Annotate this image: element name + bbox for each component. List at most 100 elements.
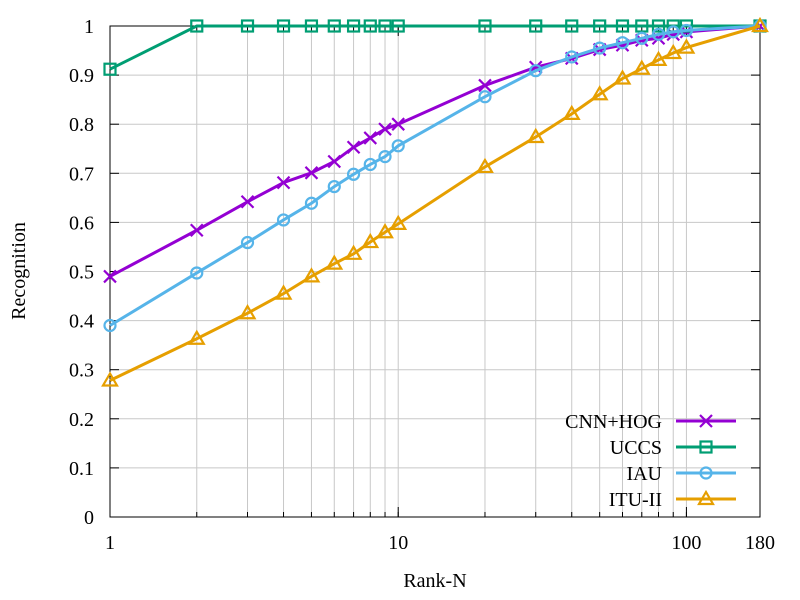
data-point-x-marker <box>391 117 405 131</box>
data-point-triangle-marker <box>361 232 380 249</box>
data-point-x-marker <box>304 166 319 180</box>
data-point-square-marker <box>363 19 377 33</box>
data-point-x-marker <box>363 131 378 145</box>
data-point-circle-marker <box>240 235 255 250</box>
legend-label: UCCS <box>610 437 662 459</box>
data-point-x-marker <box>276 175 291 190</box>
x-tick-label: 1 <box>105 532 115 554</box>
data-point-triangle-marker <box>274 284 293 300</box>
data-point-square-marker <box>378 19 392 33</box>
series-uccs <box>103 19 767 76</box>
data-point-triangle-marker <box>526 127 545 144</box>
data-point-square-marker <box>651 19 666 33</box>
data-point-circle-marker <box>346 167 361 181</box>
data-point-circle-marker <box>478 90 492 104</box>
legend: CNN+HOG UCCS IAU ITU-II <box>565 411 736 511</box>
data-point-triangle-marker <box>664 43 683 60</box>
data-point-circle-marker <box>565 50 579 64</box>
data-point-triangle-marker <box>238 304 257 320</box>
data-point-x-marker <box>327 154 342 169</box>
data-point-square-marker <box>565 19 579 33</box>
data-point-x-marker <box>240 195 255 209</box>
data-point-x-marker <box>378 122 392 136</box>
data-point-triangle-marker <box>677 38 696 54</box>
legend-item-cnn-hog: CNN+HOG <box>565 411 736 433</box>
data-point-x-marker <box>346 140 361 155</box>
series-itu-ii <box>101 16 769 387</box>
data-point-circle-marker <box>615 36 630 50</box>
y-tick-label: 0.8 <box>69 114 94 136</box>
data-point-x-marker <box>478 78 492 93</box>
series-line-iau <box>109 24 761 327</box>
data-point-square-marker <box>593 19 607 33</box>
axis-ticks: 0 0.1 0.2 0.3 0.4 0.5 0.6 0.7 0.8 0.9 1 1 10 100 180 <box>69 16 775 554</box>
data-point-triangle-marker <box>590 85 609 101</box>
data-point-square-marker <box>346 19 361 33</box>
data-point-triangle-marker <box>302 267 321 283</box>
data-point-square-marker <box>699 440 713 454</box>
x-tick-label: 100 <box>671 532 701 554</box>
data-point-circle-marker <box>103 318 117 333</box>
data-point-circle-marker <box>363 157 377 172</box>
y-tick-label: 0.4 <box>69 311 94 333</box>
data-point-triangle-marker <box>751 16 769 33</box>
data-point-square-marker <box>240 19 255 33</box>
legend-item-iau: IAU <box>626 463 736 485</box>
data-point-triangle-marker <box>376 223 394 239</box>
y-axis-label: Recognition <box>8 222 30 320</box>
y-tick-label: 0.6 <box>69 212 94 234</box>
data-point-circle-marker <box>679 23 694 38</box>
data-point-circle-marker <box>699 466 713 480</box>
x-tick-label: 180 <box>745 532 775 554</box>
data-point-triangle-marker <box>389 214 408 230</box>
data-point-circle-marker <box>529 64 543 78</box>
data-point-square-marker <box>391 19 405 33</box>
data-point-circle-marker <box>276 213 291 227</box>
y-tick-label: 0.7 <box>69 163 94 185</box>
series-line-cnn-hog <box>109 24 761 278</box>
series-line-itu-ii <box>109 24 761 382</box>
data-point-x-marker <box>699 414 713 428</box>
y-tick-label: 0.1 <box>69 458 94 480</box>
data-point-square-marker <box>304 19 319 33</box>
data-point-triangle-marker <box>613 69 632 85</box>
series-iau <box>103 19 767 333</box>
data-point-square-marker <box>615 19 630 33</box>
data-point-circle-marker <box>378 150 392 164</box>
legend-item-itu-ii: ITU-II <box>609 489 736 511</box>
data-point-square-marker <box>276 19 291 33</box>
data-point-triangle-marker <box>649 50 668 66</box>
series-group <box>101 16 769 387</box>
data-point-circle-marker <box>327 179 341 194</box>
y-tick-label: 0.5 <box>69 262 94 284</box>
data-point-circle-marker <box>635 31 649 45</box>
data-point-triangle-marker <box>344 244 363 260</box>
data-point-circle-marker <box>391 139 405 153</box>
data-point-square-marker <box>635 19 649 33</box>
data-point-triangle-marker <box>325 254 344 270</box>
data-point-square-marker <box>478 19 492 33</box>
y-tick-label: 1 <box>84 16 94 38</box>
data-point-x-marker <box>189 223 204 238</box>
data-point-circle-marker <box>651 27 666 41</box>
data-point-triangle-marker <box>476 157 494 174</box>
legend-label: ITU-II <box>609 489 662 511</box>
legend-label: CNN+HOG <box>565 411 662 433</box>
y-tick-label: 0 <box>84 507 94 529</box>
data-point-circle-marker <box>304 196 319 210</box>
y-tick-label: 0.9 <box>69 65 94 87</box>
data-point-triangle-marker <box>187 329 206 345</box>
data-point-square-marker <box>103 62 117 76</box>
data-point-triangle-marker <box>562 104 581 120</box>
data-point-square-marker <box>190 19 204 33</box>
data-point-triangle-marker <box>101 371 119 387</box>
y-tick-label: 0.3 <box>69 360 94 382</box>
legend-item-uccs: UCCS <box>610 437 736 459</box>
grid <box>110 26 760 517</box>
data-point-triangle-marker <box>632 59 651 75</box>
data-point-square-marker <box>327 19 341 33</box>
data-point-square-marker <box>529 19 543 33</box>
data-point-circle-marker <box>593 41 607 55</box>
data-point-triangle-marker <box>697 489 715 506</box>
